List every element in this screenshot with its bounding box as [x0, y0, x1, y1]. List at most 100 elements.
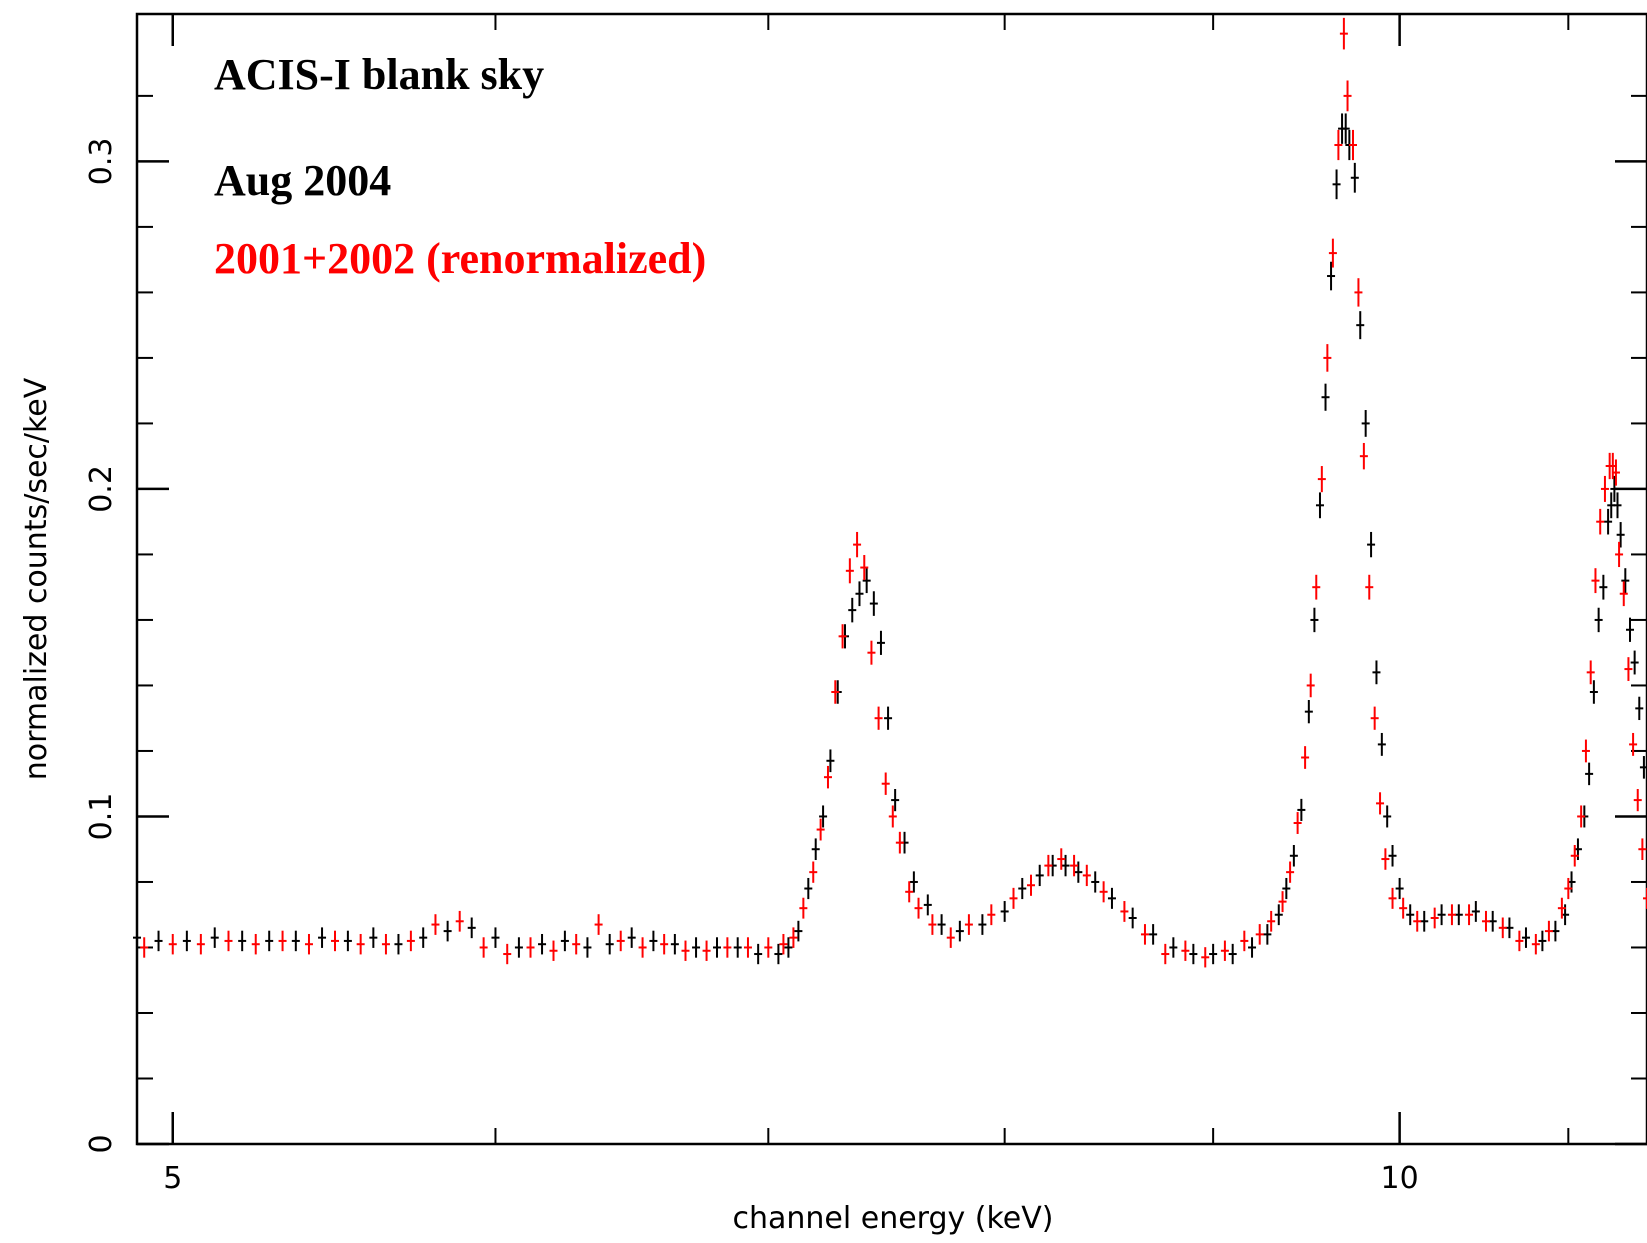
- series-1: [140, 17, 1647, 968]
- data-point: [1220, 940, 1229, 961]
- data-point: [1599, 574, 1608, 600]
- data-point: [1317, 466, 1326, 493]
- data-point: [291, 930, 300, 952]
- data-point: [479, 937, 488, 958]
- data-point: [1061, 854, 1070, 877]
- data-point: [503, 943, 512, 965]
- data-point: [1027, 874, 1036, 896]
- data-point: [1454, 904, 1463, 926]
- y-axis-label: normalized counts/sec/keV: [19, 377, 54, 780]
- data-point: [318, 927, 327, 948]
- data-point: [1128, 907, 1137, 929]
- data-point: [1589, 680, 1598, 704]
- data-point: [594, 914, 603, 935]
- data-point: [1293, 812, 1302, 834]
- data-point: [1286, 861, 1295, 883]
- data-point: [343, 930, 352, 952]
- data-point: [1161, 943, 1170, 965]
- data-point: [733, 937, 742, 958]
- y-tick-label: 0.2: [84, 465, 119, 513]
- data-point: [1430, 907, 1439, 929]
- data-point: [133, 927, 141, 948]
- data-point: [845, 558, 854, 584]
- data-point: [1471, 901, 1480, 922]
- data-point: [1328, 238, 1337, 268]
- data-point: [855, 581, 864, 607]
- data-point: [860, 555, 869, 581]
- data-point: [638, 937, 647, 958]
- x-tick-label: 5: [163, 1161, 182, 1196]
- data-point: [1140, 924, 1149, 945]
- data-point: [811, 838, 820, 861]
- data-point: [779, 933, 788, 955]
- data-point: [1035, 864, 1044, 887]
- data-point: [1334, 129, 1343, 161]
- data-point: [1376, 792, 1385, 815]
- data-point: [1377, 732, 1386, 756]
- data-point: [1304, 700, 1313, 724]
- data-point: [1481, 910, 1490, 932]
- data-point: [406, 930, 415, 952]
- data-point: [1255, 924, 1264, 945]
- annotation-red-series: 2001+2002 (renormalized): [214, 234, 706, 283]
- data-point: [1619, 581, 1628, 607]
- data-point: [869, 591, 878, 616]
- data-point: [764, 937, 773, 958]
- data-point: [670, 933, 679, 955]
- data-point: [964, 914, 973, 935]
- data-point: [713, 937, 722, 958]
- data-point: [1616, 522, 1625, 548]
- data-point: [1082, 864, 1091, 887]
- data-series: [133, 17, 1647, 968]
- data-point: [1437, 904, 1446, 926]
- data-point: [1395, 877, 1404, 900]
- data-point: [928, 914, 937, 935]
- data-point: [196, 933, 205, 955]
- data-point: [1289, 845, 1298, 867]
- data-point: [572, 933, 581, 955]
- data-point: [1018, 877, 1027, 900]
- data-point: [1600, 475, 1609, 502]
- data-point: [1624, 657, 1633, 681]
- data-point: [1201, 947, 1210, 968]
- data-point: [455, 910, 464, 932]
- data-point: [867, 640, 876, 665]
- data-point: [723, 937, 732, 958]
- data-point: [1515, 930, 1524, 952]
- data-point: [304, 933, 313, 955]
- data-point: [1643, 887, 1647, 909]
- data-point: [819, 805, 828, 828]
- x-axis-label: channel energy (keV): [732, 1201, 1053, 1236]
- data-point: [514, 937, 523, 958]
- data-point: [1633, 788, 1642, 812]
- data-point: [1107, 887, 1116, 909]
- data-point: [1248, 937, 1257, 958]
- data-point: [946, 927, 955, 948]
- data-point: [1585, 762, 1594, 786]
- data-point: [1000, 901, 1009, 922]
- data-point: [1447, 904, 1456, 926]
- data-point: [1635, 696, 1644, 721]
- data-point: [1615, 541, 1624, 568]
- data-point: [1091, 871, 1100, 893]
- data-point: [154, 930, 163, 952]
- data-point: [168, 933, 177, 955]
- data-point: [1009, 887, 1018, 909]
- data-point: [1367, 531, 1376, 558]
- data-point: [895, 831, 904, 854]
- data-point: [491, 927, 500, 948]
- data-point: [1613, 492, 1622, 519]
- data-point: [1315, 492, 1324, 519]
- data-point: [649, 930, 658, 952]
- data-point: [1596, 508, 1605, 535]
- data-point: [1604, 508, 1613, 535]
- data-point: [955, 920, 964, 942]
- data-point: [1388, 887, 1397, 909]
- data-point: [831, 680, 840, 704]
- data-point: [1327, 261, 1336, 291]
- data-point: [1263, 924, 1272, 945]
- data-point: [853, 531, 862, 558]
- data-point: [419, 927, 428, 948]
- data-point: [224, 930, 233, 952]
- data-point: [1531, 933, 1540, 955]
